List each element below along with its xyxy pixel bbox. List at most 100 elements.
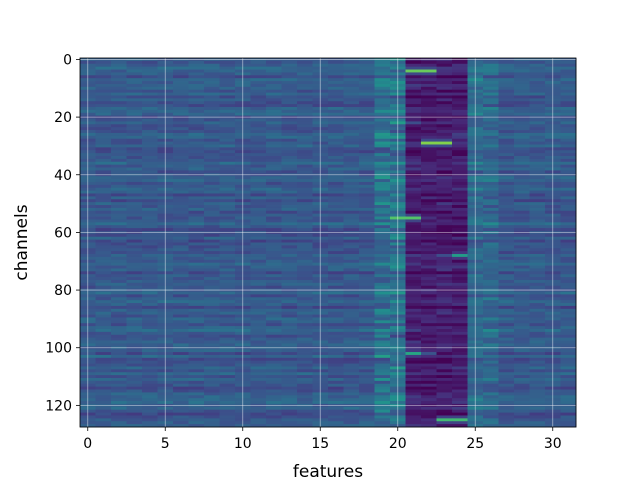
heatmap-cell [111,323,127,327]
heatmap-cell [343,239,360,243]
heatmap-cell [173,121,189,125]
heatmap-cell [560,207,577,212]
heatmap-cell [560,124,577,128]
heatmap-cell [529,161,546,166]
heatmap-cell [405,409,422,413]
heatmap-cell [436,314,453,318]
heatmap-cell [421,127,437,131]
heatmap-cell [297,328,313,333]
heatmap-cell [374,291,391,295]
heatmap-cell [343,418,360,422]
heatmap-cell [405,63,422,68]
heatmap-cell [452,421,468,425]
heatmap-cell [204,314,220,318]
heatmap-cell [514,317,530,321]
heatmap-cell [483,167,499,171]
heatmap-cell [452,199,468,203]
heatmap-cell [452,300,468,304]
heatmap-cell [436,144,453,148]
heatmap-cell [374,406,391,411]
heatmap-cell [173,95,189,99]
heatmap-cell [436,395,453,399]
heatmap-cell [436,401,453,405]
heatmap-cell [514,95,530,99]
heatmap-cell [374,418,391,422]
heatmap-cell [297,216,313,220]
heatmap-cell [95,352,112,356]
heatmap-cell [173,303,189,307]
heatmap-cell [328,236,344,241]
heatmap-cell [421,222,437,226]
heatmap-cell [126,66,143,70]
heatmap-cell [483,156,499,160]
heatmap-cell [188,328,205,333]
heatmap-cell [95,170,112,174]
heatmap-cell [343,331,360,336]
heatmap-cell [219,291,236,295]
heatmap-cell [204,179,220,183]
heatmap-cell [188,274,205,278]
heatmap-cell [297,156,313,160]
heatmap-cell [126,127,143,131]
heatmap-cell [95,81,112,85]
heatmap-cell [281,222,298,226]
heatmap-cell [498,213,515,217]
heatmap-cell [266,112,282,117]
heatmap-cell [126,418,143,422]
heatmap-cell [421,271,437,275]
heatmap-cell [374,138,391,142]
heatmap-cell [204,305,220,310]
heatmap-cell [266,262,282,266]
heatmap-cell [421,383,437,388]
heatmap-cell [95,219,112,223]
heatmap-cell [436,156,453,160]
heatmap-cell [529,124,546,128]
heatmap-cell [173,271,189,275]
heatmap-cell [560,144,577,148]
heatmap-cell [421,219,437,223]
heatmap-cell [219,196,236,200]
heatmap-cell [374,95,391,99]
heatmap-cell [219,383,236,388]
heatmap-cell [452,265,468,269]
heatmap-cell [204,184,220,189]
heatmap-cell [111,291,127,295]
heatmap-cell [452,412,468,416]
heatmap-cell [529,222,546,226]
heatmap-cell [343,265,360,269]
heatmap-cell [514,340,530,344]
heatmap-cell [126,412,143,416]
heatmap-cell [204,415,220,419]
heatmap-cell [95,233,112,238]
heatmap-cell [126,95,143,99]
heatmap-cell [452,363,468,367]
heatmap-cell [498,228,515,232]
heatmap-cell [219,181,236,186]
heatmap-cell [188,66,205,70]
heatmap-cell [142,277,158,281]
heatmap-cell [204,147,220,151]
heatmap-cell [374,98,391,102]
heatmap-cell [173,179,189,183]
heatmap-cell [560,389,577,393]
heatmap-cell [328,170,344,174]
heatmap-cell [250,86,267,91]
heatmap-cell [204,101,220,105]
heatmap-cell [374,104,391,108]
heatmap-cell [173,314,189,318]
heatmap-cell [498,75,515,79]
heatmap-cell [281,271,298,275]
heatmap-cell [111,326,127,330]
heatmap-cell [529,268,546,272]
heatmap-cell [219,135,236,140]
heatmap-cell [173,311,189,315]
heatmap-cell [126,150,143,154]
heatmap-cell [95,409,112,413]
heatmap-cell [359,86,375,91]
heatmap-cell [529,412,546,416]
heatmap-cell [529,395,546,399]
heatmap-cell [173,150,189,154]
heatmap-cell [343,377,360,382]
heatmap-cell [204,256,220,261]
heatmap-cell [173,101,189,105]
